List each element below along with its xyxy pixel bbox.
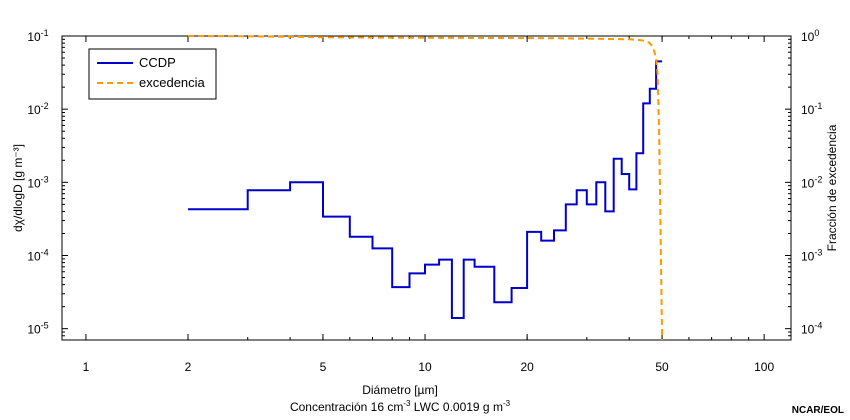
y2-tick-label: 10-4: [801, 321, 822, 337]
plot-frame: [61, 35, 792, 341]
x-axis-title-line1: Diámetro [µm]: [362, 383, 438, 397]
y-tick-label: 10-2: [27, 101, 48, 117]
series-layer: [187, 35, 664, 341]
x-tick-label: 1: [83, 360, 90, 374]
credit-label: NCAR/EOL: [791, 405, 844, 416]
x-tick-label: 20: [520, 360, 534, 374]
y-tick-label: 10-5: [27, 321, 48, 337]
y2-tick-label: 10-2: [801, 174, 822, 190]
y-axis-right: 100 10-1 10-2 10-3 10-4: [785, 28, 822, 341]
y-tick-label: 10-1: [27, 28, 48, 44]
y2-tick-label: 10-3: [801, 247, 822, 263]
x-axis-title: Diámetro [µm] Concentración 16 cm-3 LWC …: [250, 384, 550, 414]
y-tick-label: 10-4: [27, 247, 48, 263]
y2-tick-label: 10-1: [801, 101, 822, 117]
y-axis-title: dχ/dlogD [g m⁻³]: [11, 144, 25, 232]
legend: CCDP excedencia: [88, 48, 217, 100]
x-tick-label: 100: [754, 360, 774, 374]
x-tick-label: 50: [655, 360, 669, 374]
series-excedencia-line: [187, 35, 664, 341]
y2-tick-label: 100: [801, 28, 819, 44]
legend-label-ccdp: CCDP: [139, 55, 176, 70]
y2-axis-title: Fracción de excedencia: [825, 124, 839, 251]
legend-box: [88, 48, 217, 100]
y-tick-label: 10-3: [27, 174, 48, 190]
x-tick-label: 2: [185, 360, 192, 374]
y-axis-left: 10-1 10-2 10-3 10-4 10-5: [27, 28, 68, 341]
legend-label-excedencia: excedencia: [139, 75, 206, 90]
x-axis-title-line2: Concentración 16 cm-3 LWC 0.0019 g m-3: [289, 399, 511, 414]
series-ccdp-line: [188, 60, 663, 319]
x-tick-label: 10: [418, 360, 432, 374]
x-tick-label: 5: [320, 360, 327, 374]
